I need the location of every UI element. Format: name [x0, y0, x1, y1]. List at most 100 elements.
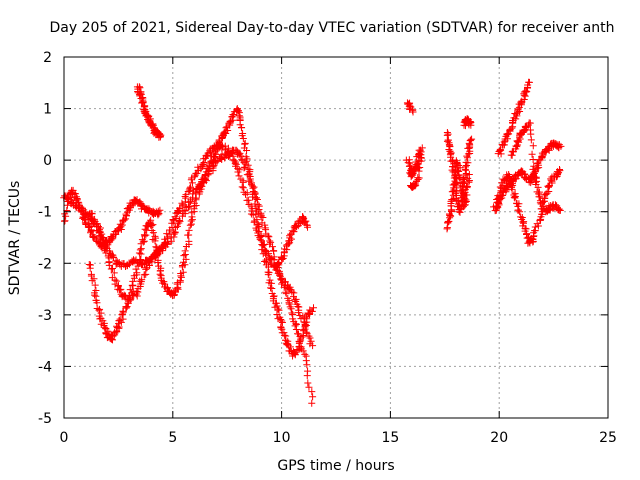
data-point-marker	[530, 162, 538, 170]
data-point-marker	[267, 284, 275, 292]
data-point-marker	[147, 216, 155, 224]
y-tick-label: 0	[43, 153, 52, 169]
data-point-marker	[100, 323, 108, 331]
data-point-marker	[239, 134, 247, 142]
data-point-marker	[176, 277, 184, 285]
data-point-marker	[239, 184, 247, 192]
data-point-marker	[512, 142, 520, 150]
data-point-marker	[530, 169, 538, 177]
data-point-marker	[78, 207, 86, 215]
x-tick-label: 5	[168, 430, 177, 446]
data-point-marker	[528, 150, 536, 158]
data-point-marker	[96, 315, 104, 323]
data-point-marker	[126, 286, 134, 294]
data-point-marker	[91, 281, 99, 289]
data-point-marker	[444, 130, 452, 138]
data-point-marker	[159, 244, 167, 252]
data-point-marker	[500, 138, 508, 146]
data-point-marker	[497, 192, 505, 200]
data-point-marker	[459, 190, 467, 198]
series-arc-7	[403, 99, 417, 116]
data-point-marker	[273, 302, 281, 310]
data-point-marker	[275, 306, 283, 314]
data-point-marker	[173, 222, 181, 230]
data-point-marker	[534, 183, 542, 191]
data-point-marker	[511, 194, 519, 202]
data-point-marker	[129, 277, 137, 285]
data-point-marker	[118, 221, 126, 229]
data-point-marker	[497, 146, 505, 154]
data-point-marker	[453, 175, 461, 183]
series-arc-8	[402, 144, 426, 191]
data-point-marker	[529, 236, 537, 244]
data-point-marker	[291, 350, 299, 358]
data-point-marker	[462, 158, 470, 166]
data-point-marker	[282, 288, 290, 296]
series-arc-12	[494, 78, 533, 158]
data-point-marker	[448, 188, 456, 196]
data-point-marker	[467, 121, 475, 129]
data-point-marker	[525, 78, 533, 86]
x-tick-label: 15	[381, 430, 399, 446]
data-point-marker	[187, 217, 195, 225]
data-point-marker	[95, 229, 103, 237]
data-point-marker	[278, 319, 286, 327]
data-point-marker	[75, 203, 83, 211]
data-point-marker	[456, 208, 464, 216]
data-point-marker	[188, 179, 196, 187]
x-tick-label: 10	[273, 430, 291, 446]
data-point-marker	[181, 247, 189, 255]
data-point-marker	[278, 317, 286, 325]
data-point-marker	[443, 131, 451, 139]
x-tick-label: 20	[490, 430, 508, 446]
data-point-marker	[154, 209, 162, 217]
data-point-marker	[151, 237, 159, 245]
data-point-marker	[462, 196, 470, 204]
data-point-marker	[522, 87, 530, 95]
data-point-marker	[88, 210, 96, 218]
y-tick-label: -4	[38, 359, 52, 375]
data-point-marker	[154, 259, 162, 267]
data-point-marker	[287, 305, 295, 313]
data-point-marker	[180, 252, 188, 260]
data-point-marker	[468, 135, 476, 143]
data-point-marker	[252, 210, 260, 218]
data-point-marker	[514, 206, 522, 214]
data-point-marker	[417, 157, 425, 165]
data-point-marker	[217, 155, 225, 163]
data-point-marker	[265, 233, 273, 241]
data-point-marker	[252, 194, 260, 202]
data-point-marker	[462, 169, 470, 177]
data-point-marker	[242, 157, 250, 165]
data-point-marker	[115, 323, 123, 331]
data-point-marker	[123, 303, 131, 311]
data-point-marker	[120, 216, 128, 224]
data-point-marker	[450, 195, 458, 203]
data-point-marker	[149, 229, 157, 237]
data-point-marker	[185, 226, 193, 234]
data-point-marker	[529, 156, 537, 164]
data-point-marker	[224, 127, 232, 135]
data-point-marker	[270, 256, 278, 264]
data-point-marker	[543, 189, 551, 197]
data-point-marker	[100, 236, 108, 244]
data-point-marker	[466, 140, 474, 148]
data-point-marker	[190, 199, 198, 207]
data-point-marker	[462, 163, 470, 171]
data-point-marker	[538, 154, 546, 162]
data-point-marker	[235, 151, 243, 159]
data-point-marker	[138, 276, 146, 284]
data-point-marker	[408, 182, 416, 190]
data-point-marker	[308, 388, 316, 396]
data-point-marker	[246, 168, 254, 176]
data-point-marker	[89, 218, 97, 226]
data-point-marker	[88, 277, 96, 285]
data-point-marker	[91, 291, 99, 299]
data-point-marker	[119, 308, 127, 316]
series-arc-6	[273, 213, 312, 272]
data-point-marker	[465, 178, 473, 186]
data-point-marker	[136, 246, 144, 254]
data-point-marker	[453, 158, 461, 166]
data-point-marker	[234, 168, 242, 176]
data-point-marker	[513, 143, 521, 151]
